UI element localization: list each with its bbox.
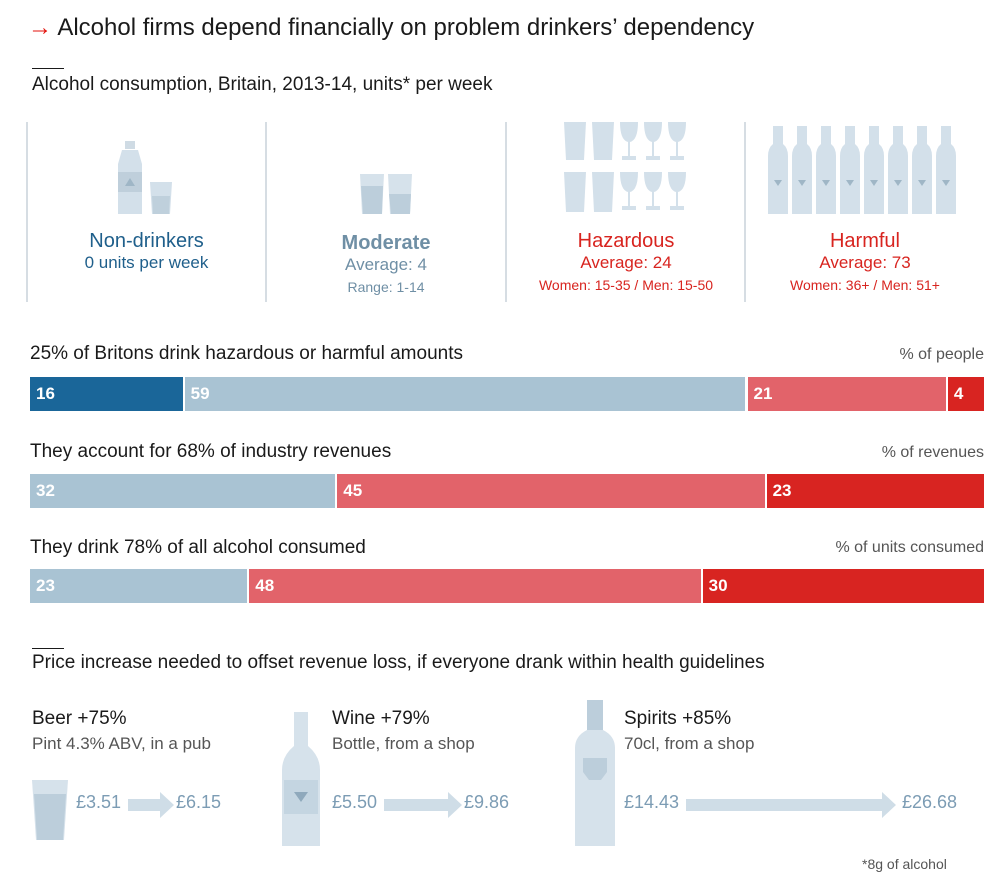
wine-desc: Bottle, from a shop (332, 734, 475, 753)
beer-price-after: £6.15 (176, 792, 222, 812)
bar-title: They account for 68% of industry revenue… (30, 441, 392, 462)
bar-segment-hazardous: 21 (745, 377, 946, 411)
wine-title: Wine +79% (332, 708, 430, 729)
drinks-grid-icon (564, 122, 686, 212)
arrow-right-icon (128, 792, 174, 818)
beer-title: Beer +75% (32, 708, 127, 729)
bar-segment-harmful: 4 (945, 377, 984, 411)
bar-segment-moderate: 59 (182, 377, 746, 411)
bar-title: 25% of Britons drink hazardous or harmfu… (30, 343, 463, 364)
divider (744, 122, 746, 302)
bar-segment-moderate: 32 (30, 474, 336, 508)
footnote: *8g of alcohol (862, 856, 947, 872)
divider (265, 122, 267, 302)
category-harmful: Harmful Average: 73 Women: 36+ / Men: 51… (790, 230, 940, 293)
bar-segment-harmful: 23 (764, 474, 984, 508)
arrow-right-icon (686, 792, 896, 818)
bar-revenues: 32 45 23 (30, 474, 984, 508)
bar-unit: % of revenues (881, 444, 984, 461)
bar-title: They drink 78% of all alcohol consumed (30, 537, 366, 558)
chart-title: → Alcohol firms depend financially on pr… (28, 14, 755, 41)
chart-subtitle: Alcohol consumption, Britain, 2013-14, u… (32, 74, 493, 95)
spirits-price-after: £26.68 (902, 792, 958, 812)
bar-unit: % of units consumed (835, 539, 984, 556)
price-subtitle: Price increase needed to offset revenue … (32, 652, 765, 673)
wine-price-before: £5.50 (332, 792, 378, 812)
spirits-desc: 70cl, from a shop (624, 734, 755, 753)
bar-segment-non-drinkers: 16 (30, 377, 183, 411)
wine-bottles-icon (768, 126, 956, 214)
category-hazardous: Hazardous Average: 24 Women: 15-35 / Men… (538, 230, 714, 293)
category-non-drinkers: Non-drinkers 0 units per week (84, 230, 209, 272)
category-moderate: Moderate Average: 4 Range: 1-14 (341, 232, 431, 295)
wine-price-after: £9.86 (464, 792, 510, 812)
pint-glass-icon (32, 780, 68, 840)
bar-units: 23 48 30 (30, 569, 984, 603)
water-bottle-icon (118, 141, 172, 214)
wine-bottle-icon (282, 712, 320, 846)
bar-unit: % of people (899, 346, 984, 363)
divider (26, 122, 28, 302)
arrow-right-icon: → (28, 14, 52, 41)
spirits-title: Spirits +85% (624, 708, 732, 729)
beer-price-before: £3.51 (76, 792, 122, 812)
divider (505, 122, 507, 302)
section-rule (32, 68, 64, 69)
glasses-icon (360, 174, 412, 214)
bar-segment-hazardous: 45 (335, 474, 765, 508)
beer-desc: Pint 4.3% ABV, in a pub (32, 734, 211, 753)
spirits-price-before: £14.43 (624, 792, 680, 812)
spirits-bottle-icon (575, 700, 615, 846)
bar-segment-moderate: 23 (30, 569, 248, 603)
bar-segment-harmful: 30 (700, 569, 984, 603)
arrow-right-icon (384, 792, 462, 818)
section-rule (32, 648, 64, 649)
bar-people: 16 59 21 4 (30, 377, 984, 411)
bar-segment-hazardous: 48 (247, 569, 701, 603)
